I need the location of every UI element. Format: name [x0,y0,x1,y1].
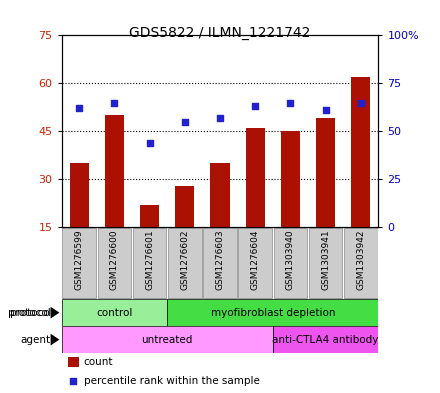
FancyBboxPatch shape [344,228,378,298]
Text: anti-CTLA4 antibody: anti-CTLA4 antibody [272,334,379,345]
Bar [316,119,335,227]
Bar [210,163,230,227]
Point [146,140,153,146]
Text: GSM1276603: GSM1276603 [216,230,224,290]
Polygon shape [51,334,59,345]
Text: protocol: protocol [10,308,53,318]
Point [111,99,118,106]
Bar [273,326,378,353]
FancyBboxPatch shape [133,228,166,298]
Bar [167,299,378,326]
Point [252,103,259,110]
FancyBboxPatch shape [62,228,96,298]
Point [287,99,294,106]
Bar [140,205,159,227]
Bar [175,185,194,227]
Text: myofibroblast depletion: myofibroblast depletion [211,308,335,318]
Text: GSM1276602: GSM1276602 [180,230,189,290]
Text: control: control [96,308,132,318]
Bar [62,326,273,353]
FancyBboxPatch shape [309,228,342,298]
Bar [68,357,79,367]
Text: GSM1276601: GSM1276601 [145,230,154,290]
Text: GDS5822 / ILMN_1221742: GDS5822 / ILMN_1221742 [129,26,311,40]
Bar [70,163,89,227]
Bar [351,77,370,227]
Text: GSM1303940: GSM1303940 [286,230,295,290]
Point [76,105,83,111]
FancyBboxPatch shape [274,228,307,298]
FancyBboxPatch shape [168,228,202,298]
Text: percentile rank within the sample: percentile rank within the sample [84,376,260,386]
Text: GSM1276600: GSM1276600 [110,230,119,290]
FancyBboxPatch shape [98,228,131,298]
Text: GSM1276604: GSM1276604 [251,230,260,290]
Text: GSM1276599: GSM1276599 [75,230,84,290]
Bar [281,131,300,227]
Polygon shape [51,307,59,319]
FancyBboxPatch shape [203,228,237,298]
Text: untreated: untreated [142,334,193,345]
Point [357,99,364,106]
Bar [246,128,265,227]
Point [181,119,188,125]
Text: GSM1303941: GSM1303941 [321,230,330,290]
Text: GSM1303942: GSM1303942 [356,230,365,290]
Bar [62,299,167,326]
Text: agent: agent [21,334,51,345]
Bar [105,115,124,227]
Text: protocol: protocol [8,308,51,318]
FancyBboxPatch shape [238,228,272,298]
Text: count: count [84,358,113,367]
Point [216,115,224,121]
Point [322,107,329,113]
Point [70,378,77,384]
